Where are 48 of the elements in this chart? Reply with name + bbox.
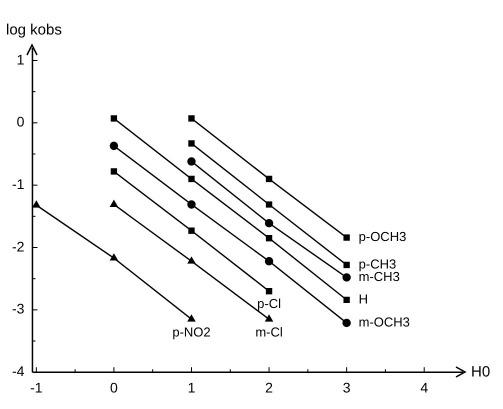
point	[342, 318, 351, 328]
y-tick-label: -4	[12, 363, 25, 380]
point	[187, 200, 196, 209]
point	[343, 296, 350, 304]
x-tick-label: 2	[265, 379, 274, 396]
point	[266, 201, 272, 208]
y-tick-label: -1	[12, 176, 25, 192]
point	[32, 200, 40, 208]
y-axis-title: log kobs	[6, 22, 62, 39]
point	[110, 168, 118, 175]
point	[266, 288, 272, 294]
x-axis-title: H0	[471, 363, 490, 380]
point	[343, 234, 350, 241]
point	[188, 140, 195, 147]
point	[187, 157, 196, 166]
series-label: p-OCH3	[358, 229, 406, 244]
point	[264, 218, 274, 228]
y-tick-label: 0	[16, 114, 25, 130]
x-tick-label: 0	[110, 379, 118, 396]
series-label: p-NO2	[172, 324, 211, 340]
series-label: m-Cl	[255, 324, 283, 340]
point	[342, 273, 351, 282]
point	[110, 142, 118, 150]
point	[188, 115, 195, 122]
point	[110, 254, 118, 261]
series-label: p-CH3	[358, 256, 396, 272]
y-tick-label: -2	[12, 238, 25, 254]
series-label: H	[358, 291, 368, 306]
x-tick-label: 3	[342, 379, 351, 396]
point	[110, 115, 118, 122]
series-label: m-OCH3	[358, 314, 410, 330]
point	[188, 228, 195, 234]
point	[343, 262, 350, 268]
point	[266, 176, 272, 182]
point	[110, 200, 118, 207]
series-label: p-Cl	[257, 296, 282, 312]
y-tick-label: 1	[16, 51, 25, 68]
x-tick-label: -1	[30, 379, 43, 396]
x-tick-label: 4	[420, 379, 428, 396]
point	[188, 257, 196, 264]
point	[265, 315, 273, 322]
point	[188, 176, 195, 182]
series-label: m-CH3	[358, 269, 400, 284]
point	[188, 315, 196, 322]
y-tick-label: -3	[12, 300, 25, 317]
point	[264, 257, 274, 266]
x-tick-label: 1	[188, 379, 196, 396]
point	[266, 234, 272, 242]
